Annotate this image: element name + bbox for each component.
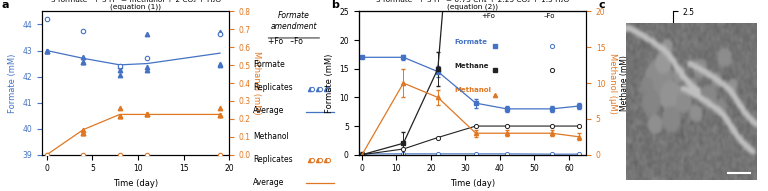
- Text: Average: Average: [253, 106, 285, 115]
- Y-axis label: Methane (mM): Methane (mM): [697, 52, 706, 114]
- X-axis label: Time (day): Time (day): [113, 179, 158, 188]
- Text: +Fo   –Fo: +Fo –Fo: [268, 37, 303, 46]
- Text: b: b: [331, 0, 339, 10]
- Title: 3 formate⁻ + 3 H⁺ = methanol + 2 CO₂ + H₂O
(equation (1)): 3 formate⁻ + 3 H⁺ = methanol + 2 CO₂ + H…: [51, 0, 220, 10]
- Text: Average: Average: [253, 178, 285, 187]
- Text: Replicates: Replicates: [253, 155, 293, 164]
- Text: Methanol: Methanol: [454, 87, 492, 93]
- Text: Replicates: Replicates: [253, 83, 293, 92]
- Text: Formate: Formate: [253, 60, 285, 69]
- Text: Methane: Methane: [454, 63, 488, 69]
- Text: +Fo: +Fo: [482, 13, 495, 19]
- Y-axis label: Formate (mM): Formate (mM): [8, 53, 17, 113]
- Text: Methane (mM): Methane (mM): [621, 55, 629, 111]
- X-axis label: Time (day): Time (day): [450, 179, 495, 188]
- Text: c: c: [598, 0, 605, 10]
- Text: –Fo: –Fo: [544, 13, 555, 19]
- Text: a: a: [1, 0, 8, 10]
- Y-axis label: Methanol (μM): Methanol (μM): [607, 53, 617, 113]
- Title: 3 formate⁻ + 3 H⁺ = 0.75 CH₄ + 2.25 CO₂ + 1.5 H₂O
(equation (2)): 3 formate⁻ + 3 H⁺ = 0.75 CH₄ + 2.25 CO₂ …: [376, 0, 569, 10]
- Y-axis label: Methanol (mM): Methanol (mM): [252, 51, 260, 115]
- Text: Formate: Formate: [454, 39, 487, 45]
- Y-axis label: Formate (mM): Formate (mM): [325, 53, 333, 113]
- Text: Methanol: Methanol: [253, 132, 289, 141]
- Text: Formate
amendment: Formate amendment: [270, 11, 317, 31]
